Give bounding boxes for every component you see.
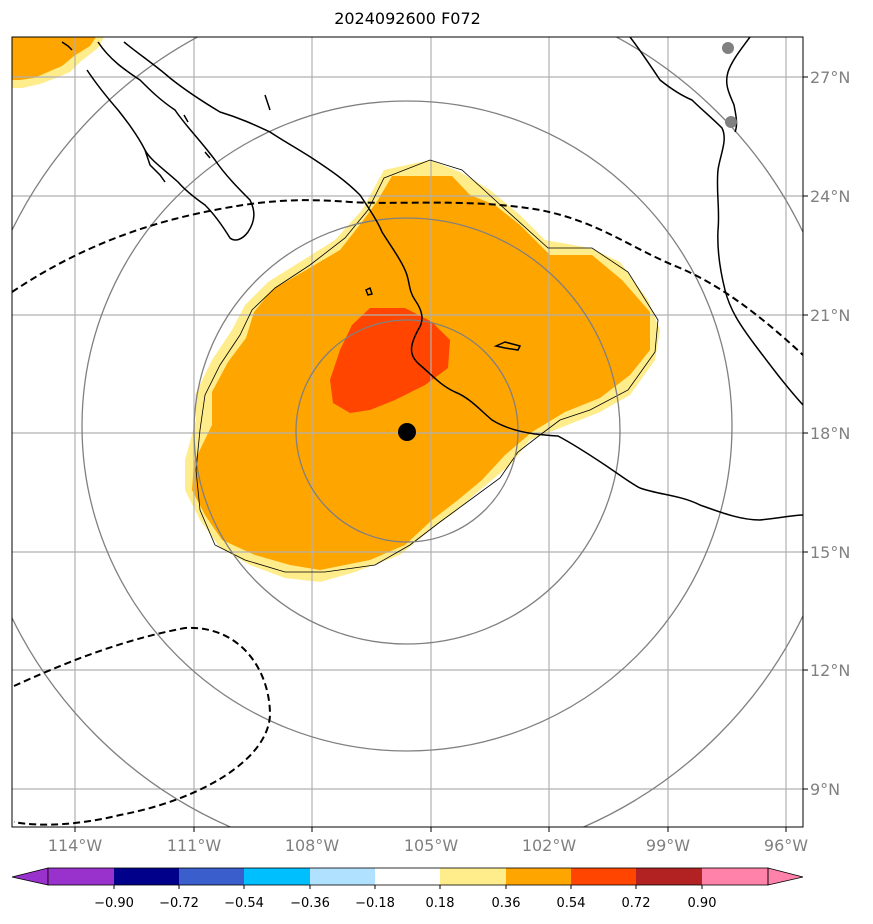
colorbar-tick-label: 0.90: [688, 896, 717, 911]
colorbar-tick-label: 0.36: [492, 896, 521, 911]
graticule: [12, 37, 803, 827]
storm-center-marker: [398, 423, 416, 441]
map-layers: [12, 37, 803, 827]
colorbar-tick-label: 0.54: [557, 896, 586, 911]
lon-label-111W: 111°W: [167, 836, 222, 855]
lon-label-99W: 99°W: [646, 836, 690, 855]
field-outline: [195, 159, 659, 573]
colorbar-bin: [310, 868, 375, 885]
colorbar-bin: [114, 868, 179, 885]
lat-axis: [803, 76, 808, 790]
lat-label-12N: 12°N: [810, 661, 850, 680]
colorbar-bin: [179, 868, 244, 885]
lat-label-18N: 18°N: [810, 424, 850, 443]
shade-red-core: [330, 308, 450, 413]
lon-axis: [74, 827, 787, 832]
colorbar-low-extend: [11, 867, 49, 886]
map-title: 2024092600 F072: [334, 9, 481, 28]
colorbar-tick-label: −0.54: [224, 896, 264, 911]
coastlines: [61, 37, 803, 521]
station-point: [725, 116, 737, 128]
colorbar-bin: [244, 868, 310, 885]
colorbar-tick-label: −0.36: [290, 896, 330, 911]
colorbar-tick-label: 0.18: [426, 896, 455, 911]
colorbar-bin: [571, 868, 636, 885]
colorbar-bin: [702, 868, 768, 885]
lat-label-21N: 21°N: [810, 306, 850, 325]
colorbar: [11, 867, 804, 889]
colorbar-high-extend: [767, 867, 804, 886]
map-frame: [11, 36, 804, 828]
lon-label-96W: 96°W: [764, 836, 808, 855]
colorbar-bin: [636, 868, 702, 885]
colorbar-bin: [48, 868, 114, 885]
colorbar-tick-label: −0.18: [355, 896, 395, 911]
lon-label-102W: 102°W: [522, 836, 577, 855]
station-point: [722, 42, 734, 54]
lon-label-105W: 105°W: [404, 836, 459, 855]
lat-label-27N: 27°N: [810, 68, 850, 87]
colorbar-tick-label: −0.72: [159, 896, 199, 911]
colorbar-bin: [375, 868, 440, 885]
lat-label-24N: 24°N: [810, 187, 850, 206]
lat-label-9N: 9°N: [810, 780, 840, 799]
lon-label-114W: 114°W: [48, 836, 103, 855]
dashed-contours: [12, 199, 803, 826]
colorbar-tick-label: 0.72: [622, 896, 651, 911]
lat-label-15N: 15°N: [810, 543, 850, 562]
colorbar-bin: [506, 868, 571, 885]
lon-label-108W: 108°W: [285, 836, 340, 855]
colorbar-bin: [440, 868, 506, 885]
colorbar-tick-label: −0.90: [94, 896, 134, 911]
